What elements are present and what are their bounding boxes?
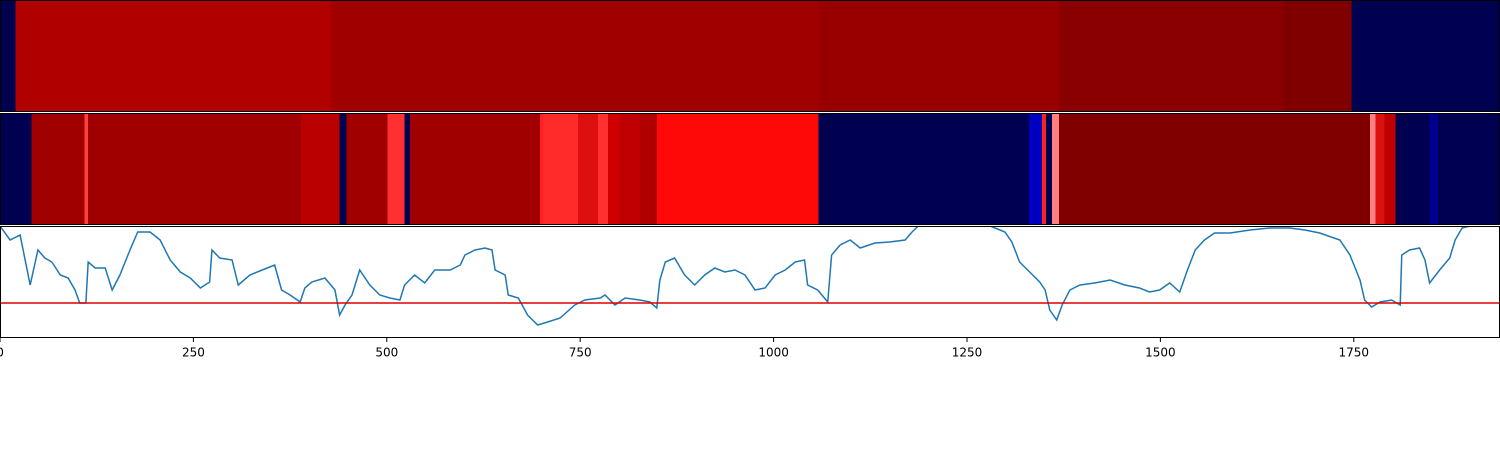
heat-band	[1052, 113, 1060, 225]
heat-band	[1438, 113, 1500, 225]
heat-band	[1059, 113, 1371, 225]
line-series	[0, 226, 1471, 326]
heat-band	[1042, 113, 1046, 225]
heat-band	[31, 113, 85, 225]
heat-band	[339, 113, 347, 225]
heat-band	[88, 113, 301, 225]
plot-area	[0, 226, 1500, 326]
heat-band	[404, 113, 411, 225]
heat-band	[818, 113, 1029, 225]
heat-band	[597, 113, 609, 225]
heat-band	[1375, 113, 1385, 225]
heat-band	[818, 0, 1060, 112]
heat-band	[387, 113, 405, 225]
heat-band	[608, 113, 620, 225]
heat-band	[410, 113, 540, 225]
heat-band	[1384, 113, 1396, 225]
heat-band	[1351, 0, 1500, 112]
heat-band	[1429, 113, 1439, 225]
heat-band	[1282, 0, 1352, 112]
heat-band	[1045, 113, 1053, 225]
x-tick-label: 750	[569, 346, 592, 360]
heat-band	[0, 0, 16, 112]
heat-band	[1395, 113, 1430, 225]
heat-band	[577, 113, 598, 225]
heat-band	[84, 113, 89, 225]
x-tick-label: 250	[182, 346, 205, 360]
heat-band	[346, 113, 388, 225]
heat-band	[543, 113, 578, 225]
x-tick-label: 0	[0, 346, 4, 360]
heat-band	[619, 113, 640, 225]
x-tick-label: 1750	[1339, 346, 1370, 360]
heat-band	[1370, 113, 1376, 225]
heat-band	[331, 0, 819, 112]
heat-band	[656, 113, 819, 225]
heat-band	[15, 0, 332, 112]
heat-band	[300, 113, 340, 225]
x-tick-label: 1250	[952, 346, 983, 360]
heat-band	[1028, 113, 1043, 225]
x-tick-label: 500	[375, 346, 398, 360]
heat-band	[539, 113, 544, 225]
heat-band	[639, 113, 657, 225]
x-tick-label: 1000	[758, 346, 789, 360]
heat-band	[1059, 0, 1283, 112]
heat-band	[0, 113, 32, 225]
x-tick-label: 1500	[1145, 346, 1176, 360]
